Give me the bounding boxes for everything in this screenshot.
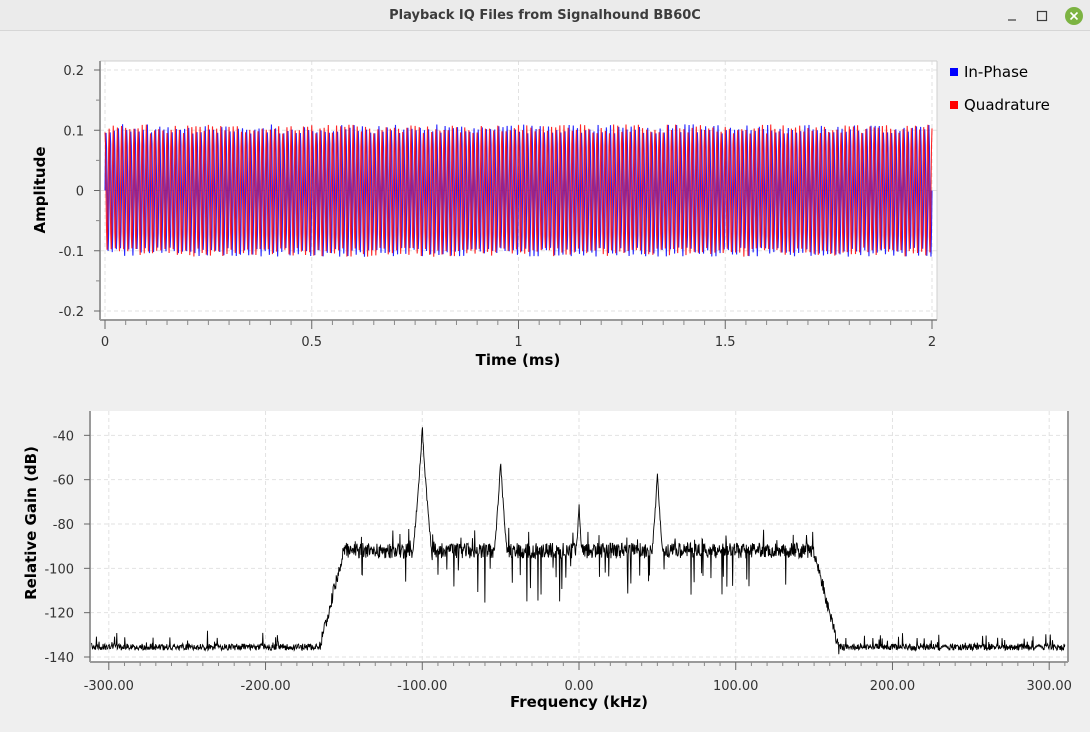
time-legend[interactable]: In-Phase Quadrature (950, 63, 1050, 114)
time-y-tick-label: -0.1 (59, 245, 84, 260)
freq-x-ticks: -300.00 -200.00 -100.00 0.00 100.00 200.00 300… (84, 662, 1072, 694)
time-x-tick-label: 1 (514, 335, 522, 350)
legend-swatch-in-phase (950, 68, 958, 76)
legend-label-in-phase[interactable]: In-Phase (964, 63, 1028, 81)
freq-x-tick-label: -100.00 (397, 679, 447, 694)
time-y-axis-label: Amplitude (31, 146, 49, 233)
time-y-tick-label: 0.1 (63, 124, 84, 139)
legend-label-quadrature[interactable]: Quadrature (964, 96, 1050, 114)
freq-y-tick-label: -140 (44, 651, 74, 666)
legend-swatch-quadrature (950, 101, 958, 109)
maximize-icon (1036, 10, 1048, 22)
freq-y-ticks: -20-40-60-80-100-120-140 (44, 429, 90, 666)
freq-spectrum-trace (91, 427, 1066, 655)
minimize-button[interactable] (1002, 6, 1022, 26)
close-button[interactable] (1063, 5, 1083, 25)
time-x-tick-label: 2 (928, 335, 936, 350)
freq-y-tick-label: -80 (53, 518, 74, 533)
freq-x-tick-label: -200.00 (240, 679, 290, 694)
window-title: Playback IQ Files from Signalhound BB60C (389, 8, 701, 23)
freq-y-tick-label: -60 (53, 474, 74, 489)
freq-y-tick-label: -120 (44, 607, 74, 622)
title-bar[interactable]: Playback IQ Files from Signalhound BB60C (0, 0, 1090, 31)
time-series-group (104, 124, 933, 257)
freq-x-tick-label: -300.00 (84, 679, 134, 694)
time-y-tick-label: 0.2 (63, 64, 84, 79)
freq-grid (90, 411, 1068, 662)
maximize-button[interactable] (1032, 6, 1052, 26)
time-x-tick-label: 0 (101, 335, 109, 350)
time-x-tick-label: 0.5 (301, 335, 322, 350)
time-x-axis-label: Time (ms) (476, 351, 561, 369)
freq-x-tick-label: 200.00 (870, 679, 916, 694)
close-icon (1065, 7, 1083, 25)
freq-plot-area (90, 411, 1068, 662)
freq-x-tick-label: 100.00 (713, 679, 759, 694)
freq-y-axis-label: Relative Gain (dB) (22, 446, 40, 600)
freq-y-tick-label: -40 (53, 429, 74, 444)
freq-series-group (91, 427, 1066, 655)
minimize-icon (1008, 19, 1016, 21)
time-x-tick-label: 1.5 (715, 335, 736, 350)
freq-x-axis-label: Frequency (kHz) (510, 693, 648, 711)
time-y-tick-label: 0 (76, 185, 84, 200)
freq-x-tick-label: 0.00 (565, 679, 594, 694)
frequency-domain-chart[interactable]: -20-40-60-80-100-120-140 -300.00-200.00-… (0, 411, 1090, 732)
time-domain-chart[interactable]: 0.2 0.1 0 -0.1 -0.2 0 0.5 1 1.5 2 Time (ms) Ampl… (0, 31, 1090, 411)
time-y-ticks: 0.2 0.1 0 -0.1 -0.2 (59, 64, 100, 320)
time-x-ticks: 0 0.5 1 1.5 2 (101, 320, 936, 350)
time-series-quadrature (104, 124, 933, 257)
time-y-tick-label: -0.2 (59, 305, 84, 320)
freq-x-tick-label: 300.00 (1026, 679, 1072, 694)
freq-y-tick-label: -100 (44, 562, 74, 577)
